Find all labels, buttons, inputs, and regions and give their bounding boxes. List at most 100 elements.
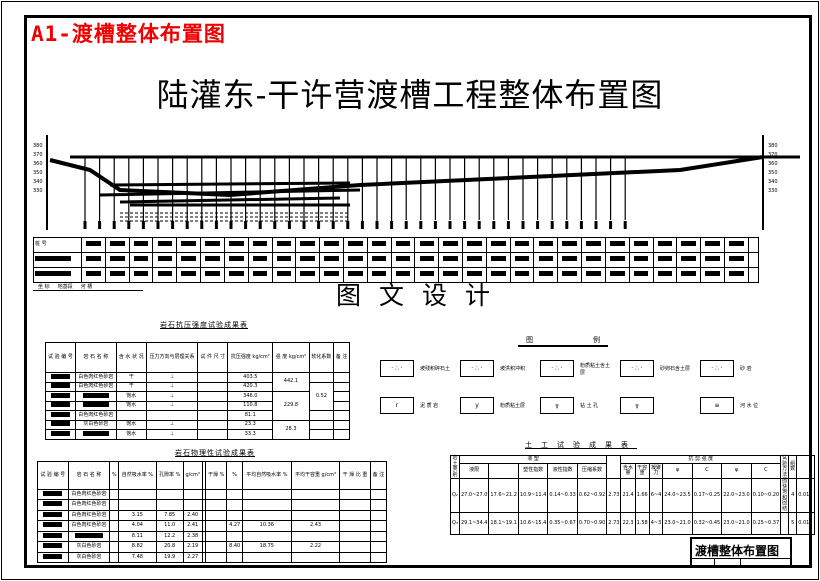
rock-name: 白色肉红色砂岩 bbox=[67, 488, 111, 501]
soil-type: Q₃ bbox=[450, 512, 460, 535]
table-header: 备 注 bbox=[333, 342, 350, 373]
plain-r-icon: r bbox=[380, 397, 414, 414]
water-state: 饱水 bbox=[115, 391, 147, 402]
value-cell: 2.27 bbox=[182, 551, 203, 564]
table-header: g/cm³ bbox=[182, 461, 203, 490]
rock-name bbox=[67, 530, 111, 543]
pier-footing bbox=[317, 221, 321, 229]
table-header: 试 件 尺 寸 bbox=[197, 342, 229, 373]
value-cell: 2.73 bbox=[606, 478, 622, 513]
remarks bbox=[333, 372, 350, 383]
table-header: 干燥 % bbox=[205, 461, 228, 490]
value-cell: 0.25~0.37 bbox=[750, 512, 782, 535]
value-cell: 24.0~23.5 bbox=[662, 478, 693, 513]
sample-id bbox=[45, 410, 76, 421]
value-cell bbox=[109, 499, 119, 511]
table-header: 平均干容重 g/cm³ bbox=[290, 461, 341, 490]
value-cell bbox=[339, 530, 371, 543]
rock-name: 白色肉红色砂岩 bbox=[74, 381, 117, 393]
station-cell bbox=[104, 237, 130, 253]
legend-label: 泥 质 岩 bbox=[420, 403, 439, 409]
table-row: 白色肉红色砂岩 bbox=[37, 488, 388, 501]
value-cell bbox=[109, 551, 119, 564]
elevation-tick-label: 350 bbox=[33, 170, 43, 176]
section-title: 图文设计 bbox=[336, 281, 509, 310]
value-cell: 4 bbox=[788, 478, 798, 513]
value-cell bbox=[241, 509, 292, 522]
value-cell bbox=[780, 512, 790, 535]
value-cell bbox=[369, 509, 388, 522]
pier-group bbox=[83, 157, 627, 229]
station-table: 桩 号 bbox=[33, 237, 759, 283]
station-cell bbox=[200, 267, 225, 283]
table-header: 岩土类别 bbox=[450, 455, 460, 479]
station-cell bbox=[176, 252, 202, 268]
value-cell bbox=[369, 488, 388, 501]
value-cell bbox=[205, 530, 228, 543]
strength-value: 420.3 bbox=[227, 381, 274, 393]
remarks bbox=[333, 391, 350, 402]
station-cell bbox=[652, 267, 678, 283]
station-cell bbox=[223, 267, 249, 283]
pier-footing bbox=[463, 221, 467, 229]
station-cell bbox=[152, 267, 178, 283]
station-cell bbox=[104, 252, 130, 268]
table-header: 岩 石 名 称 bbox=[67, 461, 111, 490]
legend: 图例 · ∴ · 坡残积碎石土 · ∴ · 坡洪积冲积 · ∴ · 粉质粘土含土层 · ∴ … bbox=[380, 335, 780, 435]
table-header: 平均自然吸水率 % bbox=[241, 461, 292, 490]
station-cell bbox=[438, 252, 463, 268]
water-state: 饱水 bbox=[115, 400, 147, 412]
water-state: 饱水 bbox=[115, 429, 147, 440]
table-header: 液性指数 bbox=[547, 463, 578, 479]
value-cell: 0.17~0.25 bbox=[691, 478, 723, 513]
soil-table-title: 土工试验成果表 bbox=[525, 441, 637, 449]
table-header: 含水量 bbox=[620, 463, 636, 479]
value-cell bbox=[205, 551, 228, 564]
value-cell: 8.40 bbox=[226, 541, 243, 553]
station-cell bbox=[223, 252, 249, 268]
legend-label: 粉质粘土层 bbox=[500, 403, 526, 409]
water-level-icon: ≡ bbox=[700, 397, 734, 414]
sample-id bbox=[37, 509, 69, 522]
sample-id bbox=[37, 551, 69, 564]
value-cell: 12.2 bbox=[155, 530, 184, 543]
station-cell bbox=[557, 267, 583, 283]
group-header: 抗 剪 强 度 bbox=[620, 454, 782, 465]
legend-item: ╥ 钻 土 孔 bbox=[540, 397, 610, 414]
value-cell bbox=[109, 541, 119, 553]
value-cell: 11.0 bbox=[155, 520, 184, 532]
value-cell: 0.62~0.92 bbox=[576, 478, 608, 513]
value-cell bbox=[205, 509, 228, 522]
station-cell bbox=[319, 237, 344, 253]
pier-footing bbox=[506, 221, 510, 229]
value-cell bbox=[290, 551, 341, 564]
value-cell bbox=[205, 488, 228, 501]
pier-footing bbox=[477, 221, 481, 229]
station-cell bbox=[676, 252, 702, 268]
remarks bbox=[333, 400, 350, 412]
station-cell bbox=[295, 252, 321, 268]
value-cell bbox=[369, 520, 388, 532]
load-direction: ⊥ bbox=[145, 381, 199, 393]
value-cell bbox=[117, 499, 157, 511]
legend-item: · ∴ · 坡洪积冲积 bbox=[460, 360, 530, 377]
plain-y-icon: y bbox=[460, 397, 494, 414]
value-cell: 5 bbox=[788, 512, 798, 535]
value-cell: 2.43 bbox=[290, 520, 341, 532]
value-cell: 0.10~0.20 bbox=[750, 478, 782, 513]
value-cell bbox=[241, 488, 292, 501]
pier-footing bbox=[390, 221, 394, 229]
rock-name: 灰白色砂岩 bbox=[67, 541, 111, 553]
physical-table-title: 岩石物理性试验成果表 bbox=[175, 449, 255, 457]
pier-footing bbox=[141, 221, 145, 229]
value-cell bbox=[109, 530, 119, 543]
table-header: % bbox=[226, 461, 243, 490]
sample-id bbox=[37, 530, 69, 543]
rock-name: 白色肉红色砂岩 bbox=[67, 520, 111, 532]
table-header: 岩 石 名 称 bbox=[74, 342, 117, 373]
sample-id bbox=[45, 400, 76, 412]
value-cell: 3.15 bbox=[117, 509, 157, 522]
station-cell bbox=[604, 237, 630, 253]
table-row: 白色肉红色砂岩 4.04 11.0 2.41 4.27 10.36 2.43 bbox=[37, 520, 388, 532]
